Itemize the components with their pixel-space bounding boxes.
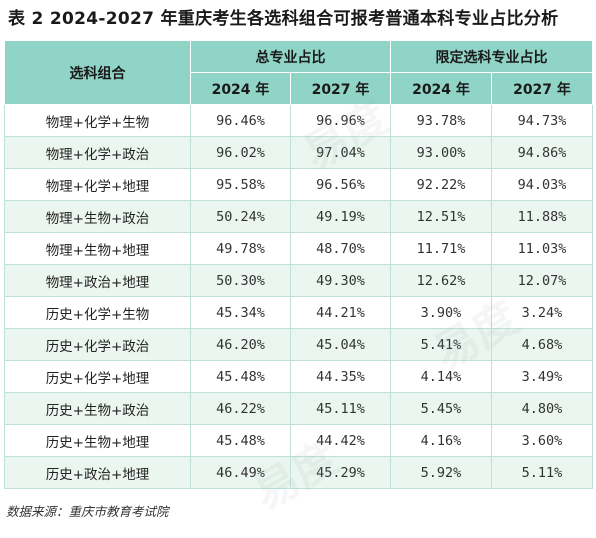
cell-limited-2024: 5.41% — [390, 328, 492, 361]
header-total-2024: 2024 年 — [190, 72, 291, 105]
cell-total-2024: 46.49% — [190, 456, 291, 489]
cell-total-2027: 45.11% — [290, 392, 391, 425]
data-table: 选科组合 总专业占比 限定选科专业占比 2024 年 2027 年 2024 年… — [4, 40, 593, 489]
cell-total-2027: 45.29% — [290, 456, 391, 489]
cell-total-2024: 46.22% — [190, 392, 291, 425]
cell-limited-2027: 94.86% — [491, 136, 593, 169]
header-limited-2027: 2027 年 — [491, 72, 593, 105]
table-body: 物理+化学+生物 96.46% 96.96% 93.78% 94.73% 物理+化学+政治… — [4, 104, 593, 489]
table-row: 历史+化学+生物 45.34% 44.21% 3.90% 3.24% — [4, 296, 593, 329]
cell-combo: 物理+政治+地理 — [4, 264, 191, 297]
cell-combo: 物理+化学+政治 — [4, 136, 191, 169]
cell-limited-2027: 12.07% — [491, 264, 593, 297]
header-limited-2024: 2024 年 — [390, 72, 492, 105]
header-total-2027: 2027 年 — [290, 72, 391, 105]
cell-limited-2024: 5.45% — [390, 392, 492, 425]
cell-limited-2024: 11.71% — [390, 232, 492, 265]
cell-combo: 历史+化学+地理 — [4, 360, 191, 393]
cell-limited-2024: 4.16% — [390, 424, 492, 457]
cell-limited-2027: 3.60% — [491, 424, 593, 457]
cell-limited-2024: 93.00% — [390, 136, 492, 169]
table-header: 选科组合 总专业占比 限定选科专业占比 2024 年 2027 年 2024 年… — [4, 40, 593, 105]
cell-combo: 历史+化学+生物 — [4, 296, 191, 329]
cell-combo: 物理+化学+生物 — [4, 104, 191, 137]
cell-combo: 物理+化学+地理 — [4, 168, 191, 201]
cell-limited-2027: 11.88% — [491, 200, 593, 233]
cell-total-2024: 50.30% — [190, 264, 291, 297]
cell-limited-2024: 12.51% — [390, 200, 492, 233]
cell-total-2024: 49.78% — [190, 232, 291, 265]
cell-combo: 历史+生物+政治 — [4, 392, 191, 425]
table-row: 物理+化学+生物 96.46% 96.96% 93.78% 94.73% — [4, 104, 593, 137]
cell-limited-2027: 94.73% — [491, 104, 593, 137]
header-total-share: 总专业占比 — [190, 40, 391, 73]
cell-total-2024: 45.48% — [190, 360, 291, 393]
table-row: 历史+生物+政治 46.22% 45.11% 5.45% 4.80% — [4, 392, 593, 425]
cell-total-2027: 96.96% — [290, 104, 391, 137]
table-row: 历史+化学+政治 46.20% 45.04% 5.41% 4.68% — [4, 328, 593, 361]
cell-limited-2027: 11.03% — [491, 232, 593, 265]
cell-total-2027: 49.19% — [290, 200, 391, 233]
cell-limited-2024: 92.22% — [390, 168, 492, 201]
header-limited-share: 限定选科专业占比 — [390, 40, 593, 73]
cell-limited-2024: 3.90% — [390, 296, 492, 329]
cell-total-2024: 45.48% — [190, 424, 291, 457]
cell-total-2024: 46.20% — [190, 328, 291, 361]
table-row: 物理+政治+地理 50.30% 49.30% 12.62% 12.07% — [4, 264, 593, 297]
cell-combo: 历史+生物+地理 — [4, 424, 191, 457]
cell-limited-2027: 94.03% — [491, 168, 593, 201]
cell-combo: 历史+政治+地理 — [4, 456, 191, 489]
cell-total-2027: 45.04% — [290, 328, 391, 361]
cell-total-2027: 97.04% — [290, 136, 391, 169]
cell-total-2027: 49.30% — [290, 264, 391, 297]
cell-total-2027: 48.70% — [290, 232, 391, 265]
cell-total-2024: 96.02% — [190, 136, 291, 169]
cell-limited-2024: 5.92% — [390, 456, 492, 489]
cell-total-2024: 45.34% — [190, 296, 291, 329]
cell-total-2024: 95.58% — [190, 168, 291, 201]
cell-limited-2027: 4.68% — [491, 328, 593, 361]
header-combo: 选科组合 — [4, 40, 191, 105]
cell-total-2024: 50.24% — [190, 200, 291, 233]
table-row: 物理+生物+政治 50.24% 49.19% 12.51% 11.88% — [4, 200, 593, 233]
cell-total-2024: 96.46% — [190, 104, 291, 137]
cell-limited-2024: 12.62% — [390, 264, 492, 297]
data-source-note: 数据来源：重庆市教育考试院 — [6, 504, 169, 519]
cell-total-2027: 44.42% — [290, 424, 391, 457]
cell-total-2027: 44.35% — [290, 360, 391, 393]
table-title: 表 2 2024-2027 年重庆考生各选科组合可报考普通本科专业占比分析 — [8, 9, 559, 29]
table-row: 物理+化学+政治 96.02% 97.04% 93.00% 94.86% — [4, 136, 593, 169]
table-row: 历史+生物+地理 45.48% 44.42% 4.16% 3.60% — [4, 424, 593, 457]
cell-limited-2027: 5.11% — [491, 456, 593, 489]
cell-limited-2024: 93.78% — [390, 104, 492, 137]
table-row: 物理+生物+地理 49.78% 48.70% 11.71% 11.03% — [4, 232, 593, 265]
cell-combo: 物理+生物+地理 — [4, 232, 191, 265]
table-row: 历史+政治+地理 46.49% 45.29% 5.92% 5.11% — [4, 456, 593, 489]
cell-limited-2027: 4.80% — [491, 392, 593, 425]
cell-combo: 历史+化学+政治 — [4, 328, 191, 361]
table-row: 历史+化学+地理 45.48% 44.35% 4.14% 3.49% — [4, 360, 593, 393]
cell-limited-2027: 3.24% — [491, 296, 593, 329]
cell-limited-2027: 3.49% — [491, 360, 593, 393]
cell-combo: 物理+生物+政治 — [4, 200, 191, 233]
cell-total-2027: 96.56% — [290, 168, 391, 201]
cell-total-2027: 44.21% — [290, 296, 391, 329]
table-row: 物理+化学+地理 95.58% 96.56% 92.22% 94.03% — [4, 168, 593, 201]
cell-limited-2024: 4.14% — [390, 360, 492, 393]
